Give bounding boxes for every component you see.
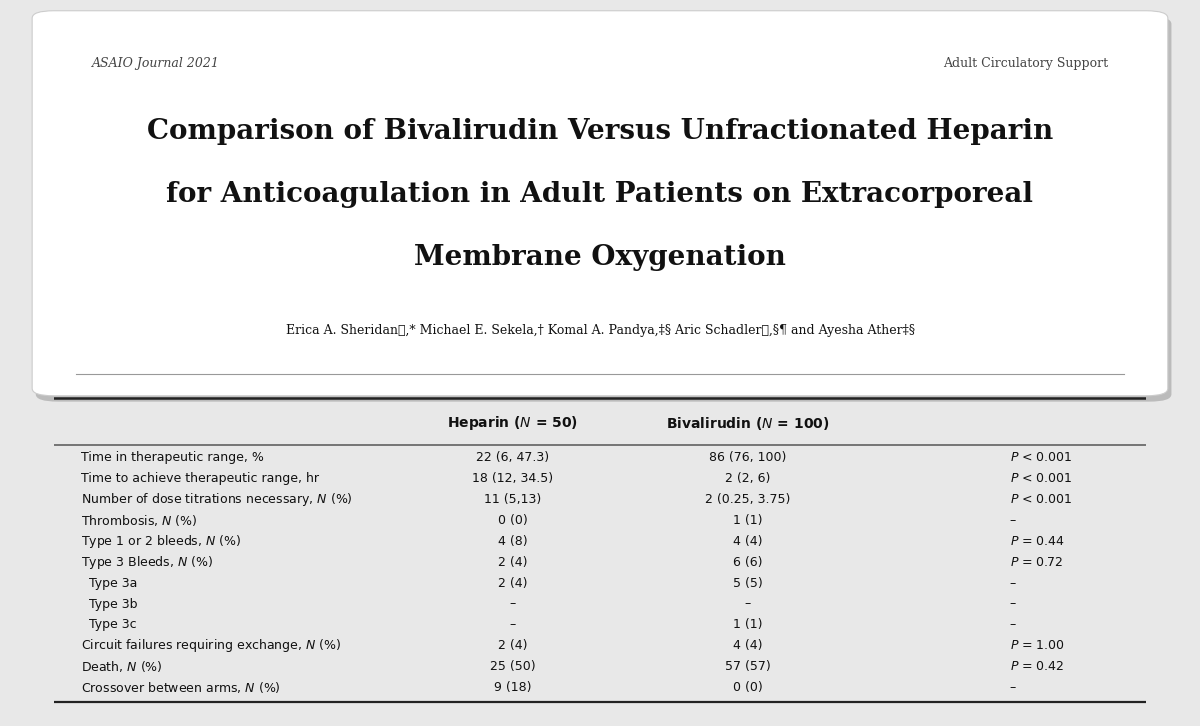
Text: Adult Circulatory Support: Adult Circulatory Support [943, 57, 1108, 70]
Text: –: – [744, 597, 750, 611]
Text: 1 (1): 1 (1) [733, 619, 762, 632]
Text: Thrombosis, $N$ (%): Thrombosis, $N$ (%) [82, 513, 198, 528]
Text: 25 (50): 25 (50) [490, 660, 535, 673]
FancyBboxPatch shape [36, 17, 1171, 401]
Text: 0 (0): 0 (0) [732, 681, 762, 694]
Text: 5 (5): 5 (5) [732, 576, 762, 590]
Text: $P$ < 0.001: $P$ < 0.001 [1009, 493, 1072, 506]
Text: 18 (12, 34.5): 18 (12, 34.5) [472, 472, 553, 485]
Text: Number of dose titrations necessary, $N$ (%): Number of dose titrations necessary, $N$… [82, 491, 353, 508]
Text: Crossover between arms, $N$ (%): Crossover between arms, $N$ (%) [82, 680, 281, 696]
Text: $P$ = 0.44: $P$ = 0.44 [1009, 535, 1064, 547]
Text: 4 (4): 4 (4) [733, 640, 762, 653]
Text: Bivalirudin ($N$ = 100): Bivalirudin ($N$ = 100) [666, 415, 829, 432]
Text: 4 (8): 4 (8) [498, 535, 528, 547]
Text: 2 (0.25, 3.75): 2 (0.25, 3.75) [704, 493, 790, 506]
Text: $P$ = 0.72: $P$ = 0.72 [1009, 555, 1063, 568]
Text: Time in therapeutic range, %: Time in therapeutic range, % [82, 451, 264, 464]
Text: 86 (76, 100): 86 (76, 100) [709, 451, 786, 464]
Text: Type 1 or 2 bleeds, $N$ (%): Type 1 or 2 bleeds, $N$ (%) [82, 533, 241, 550]
Text: $P$ = 0.42: $P$ = 0.42 [1009, 660, 1064, 673]
Text: –: – [1009, 681, 1015, 694]
Text: Erica A. Sheridanⓘ,* Michael E. Sekela,† Komal A. Pandya,‡§ Aric Schadlerⓘ,§¶ an: Erica A. Sheridanⓘ,* Michael E. Sekela,†… [286, 324, 914, 337]
Text: 11 (5,13): 11 (5,13) [484, 493, 541, 506]
FancyBboxPatch shape [32, 11, 1168, 396]
Text: 2 (4): 2 (4) [498, 555, 527, 568]
Text: –: – [1009, 576, 1015, 590]
Text: Comparison of Bivalirudin Versus Unfractionated Heparin: Comparison of Bivalirudin Versus Unfract… [146, 118, 1054, 145]
Text: 22 (6, 47.3): 22 (6, 47.3) [476, 451, 550, 464]
Text: 2 (4): 2 (4) [498, 640, 527, 653]
Text: for Anticoagulation in Adult Patients on Extracorporeal: for Anticoagulation in Adult Patients on… [167, 181, 1033, 208]
Text: Circuit failures requiring exchange, $N$ (%): Circuit failures requiring exchange, $N$… [82, 637, 342, 654]
Text: –: – [510, 597, 516, 611]
Text: –: – [510, 619, 516, 632]
Text: –: – [1009, 514, 1015, 527]
Text: Death, $N$ (%): Death, $N$ (%) [82, 659, 163, 674]
Text: $P$ = 1.00: $P$ = 1.00 [1009, 640, 1064, 653]
Text: –: – [1009, 597, 1015, 611]
Text: Type 3c: Type 3c [82, 619, 137, 632]
Text: 4 (4): 4 (4) [733, 535, 762, 547]
Text: Type 3a: Type 3a [82, 576, 138, 590]
Text: –: – [1009, 619, 1015, 632]
Text: 0 (0): 0 (0) [498, 514, 528, 527]
Text: Type 3 Bleeds, $N$ (%): Type 3 Bleeds, $N$ (%) [82, 554, 214, 571]
Text: Time to achieve therapeutic range, hr: Time to achieve therapeutic range, hr [82, 472, 319, 485]
Text: 2 (2, 6): 2 (2, 6) [725, 472, 770, 485]
Text: ASAIO Journal 2021: ASAIO Journal 2021 [92, 57, 220, 70]
Text: $P$ < 0.001: $P$ < 0.001 [1009, 451, 1072, 464]
Text: 6 (6): 6 (6) [733, 555, 762, 568]
Text: $P$ < 0.001: $P$ < 0.001 [1009, 472, 1072, 485]
Text: Type 3b: Type 3b [82, 597, 138, 611]
Text: 57 (57): 57 (57) [725, 660, 770, 673]
Text: 2 (4): 2 (4) [498, 576, 527, 590]
Text: Membrane Oxygenation: Membrane Oxygenation [414, 244, 786, 271]
Text: 1 (1): 1 (1) [733, 514, 762, 527]
Text: Heparin ($N$ = 50): Heparin ($N$ = 50) [448, 415, 578, 432]
Text: 9 (18): 9 (18) [494, 681, 532, 694]
